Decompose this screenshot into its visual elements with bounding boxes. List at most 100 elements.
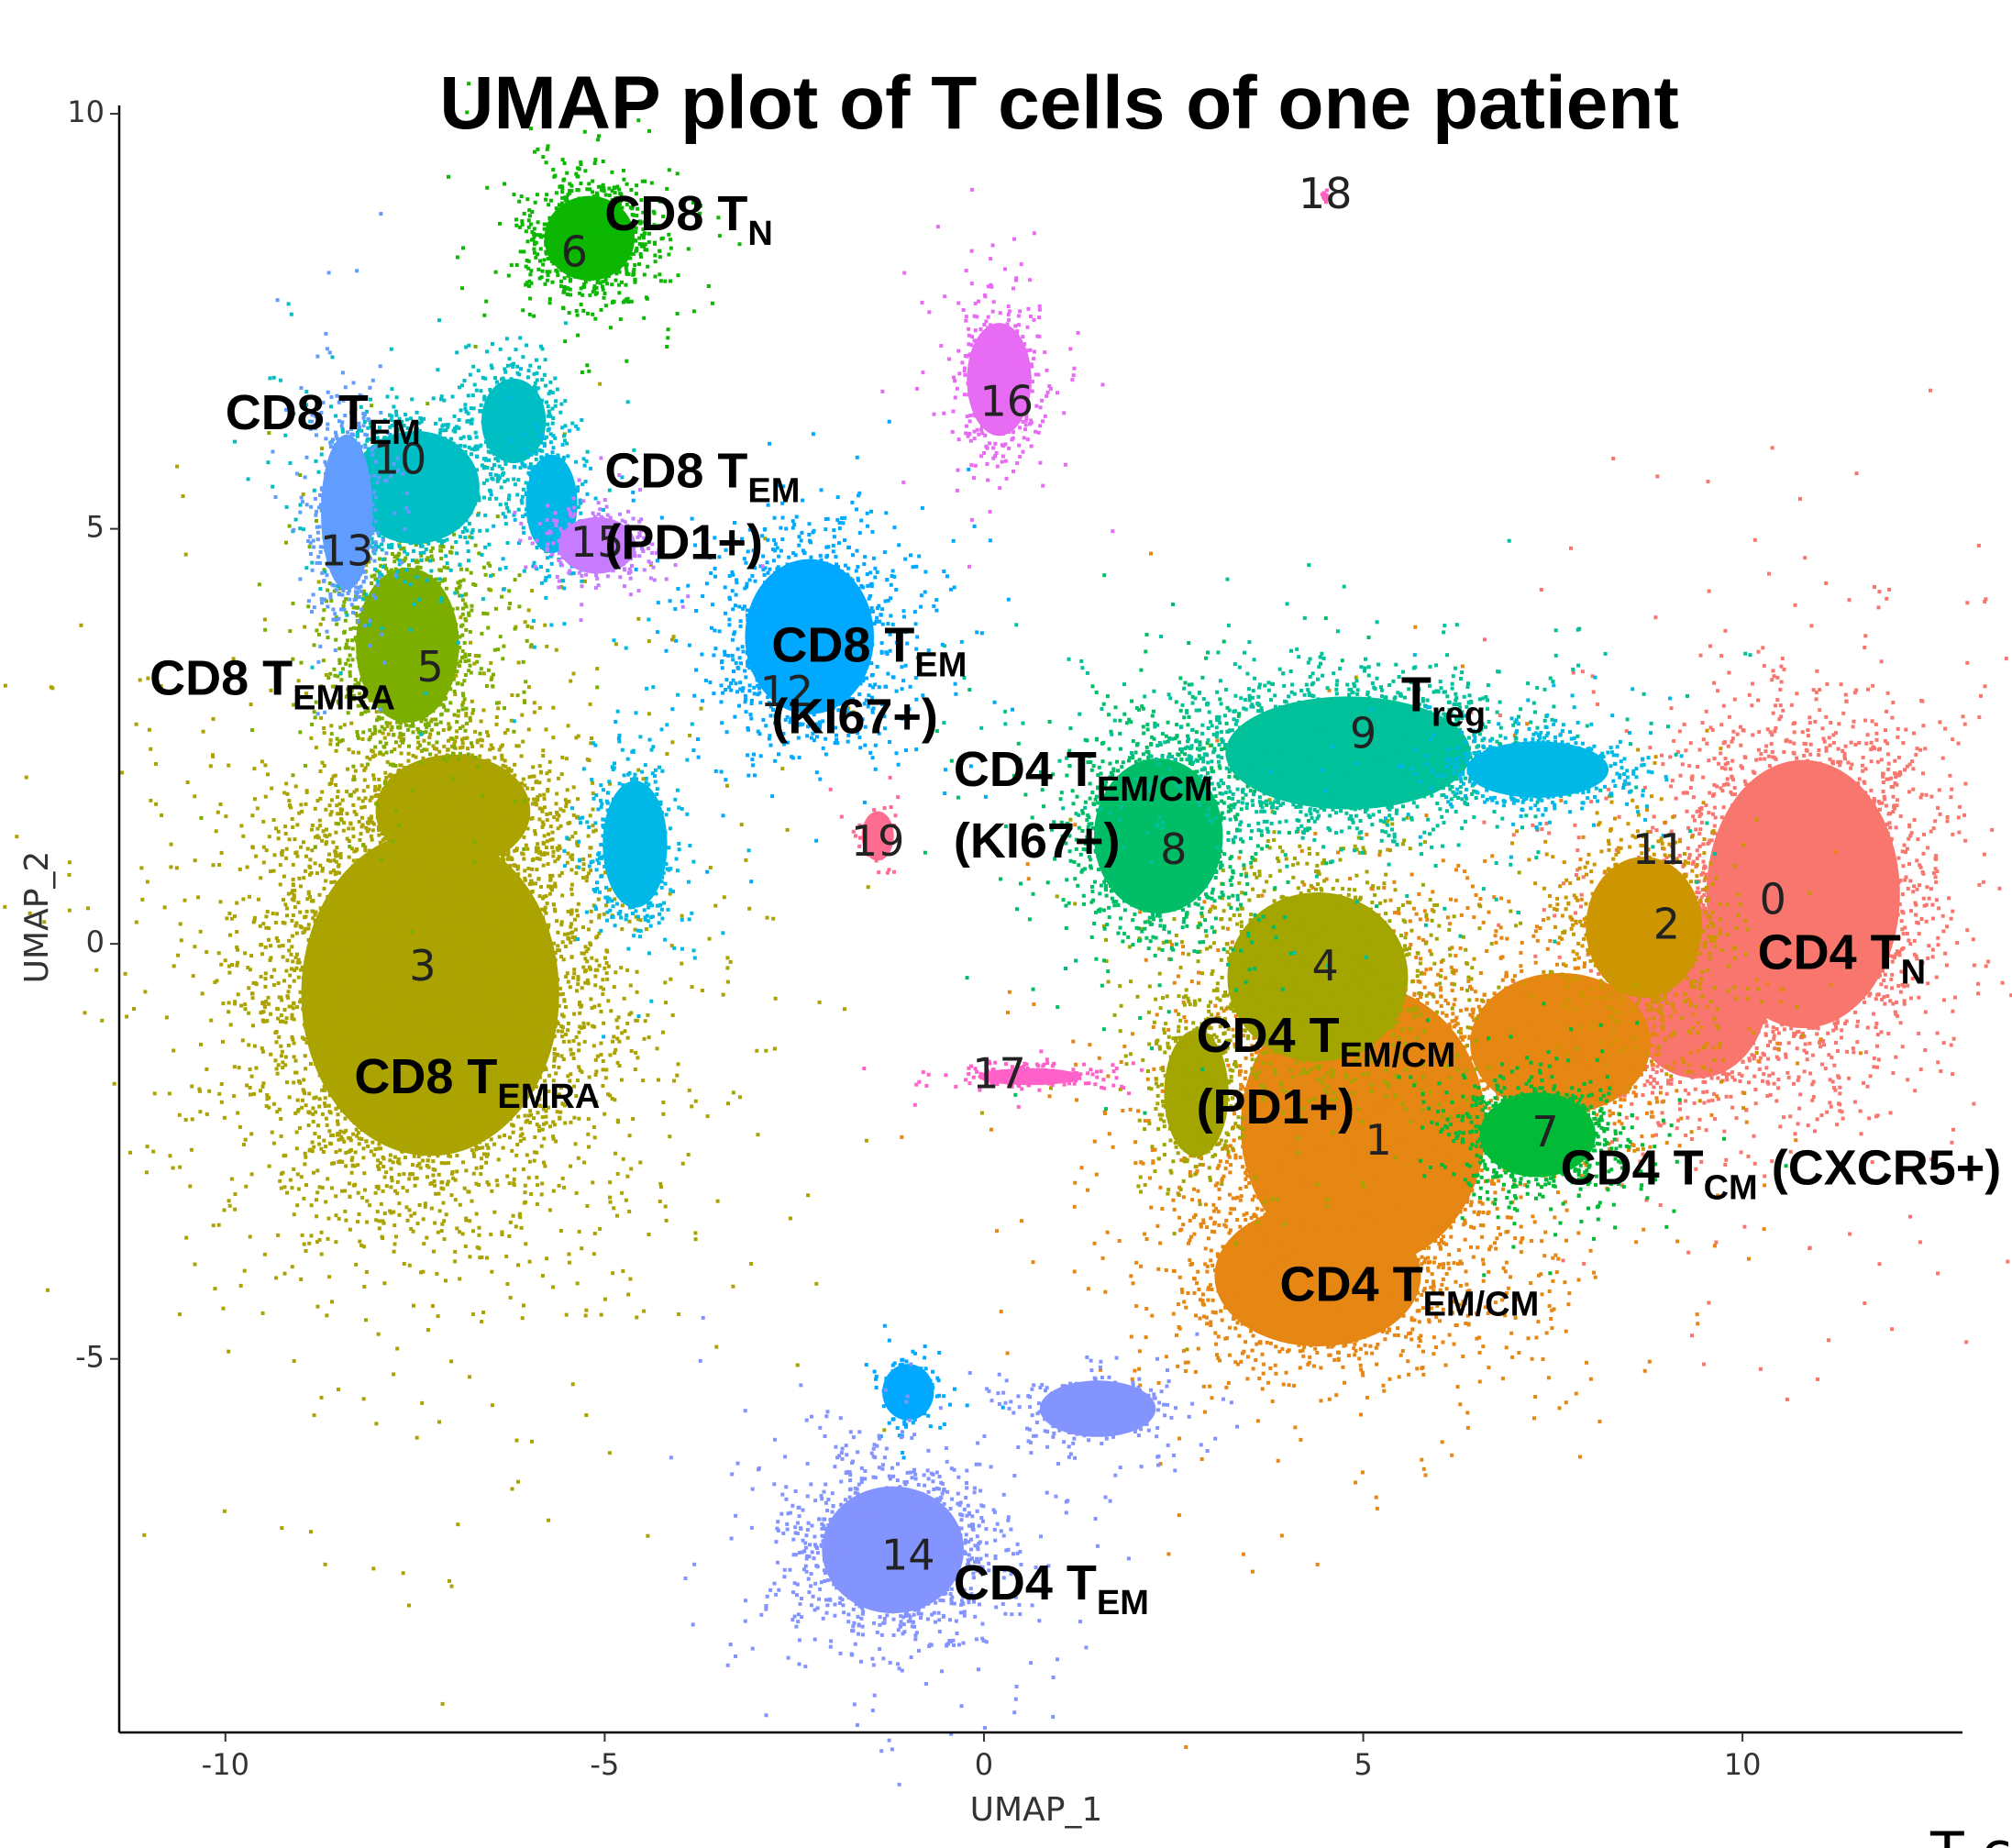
cluster-0-point	[1786, 903, 1791, 908]
cluster-0-point	[1825, 870, 1830, 875]
cluster-0-point	[1852, 1050, 1856, 1055]
cluster-1-point	[1325, 1188, 1330, 1192]
cluster-0-point	[1842, 801, 1847, 805]
cluster-0-point	[1836, 912, 1841, 916]
cluster-0-point	[1759, 856, 1763, 860]
cluster-0-point	[1816, 864, 1820, 868]
cluster-0-point	[1683, 1016, 1687, 1020]
cluster-0-point	[1739, 917, 1743, 922]
cluster-0-point	[1834, 833, 1839, 837]
cluster-0-point	[1531, 823, 1535, 827]
cluster-1-point	[1433, 1222, 1438, 1226]
cluster-0-point	[1690, 1044, 1695, 1048]
cluster-0-point	[1842, 752, 1847, 757]
cluster-0-point	[1800, 814, 1804, 819]
cluster-0-point	[1841, 748, 1845, 753]
cluster-1-point	[1128, 1107, 1133, 1112]
cluster-0-point	[1741, 848, 1745, 853]
cluster-0-point	[1934, 975, 1939, 979]
cluster-0-point	[1677, 1101, 1682, 1105]
cluster-0-point	[1719, 723, 1724, 727]
cluster-0-point	[1866, 924, 1871, 929]
cluster-0-point	[1658, 1203, 1663, 1207]
cluster-0-point	[1693, 818, 1697, 823]
cluster-0-point	[1874, 911, 1879, 915]
cluster-0-point	[1824, 912, 1828, 916]
cluster-0-point	[1807, 1245, 1812, 1250]
cluster-0-point	[1920, 699, 1925, 703]
cluster-1-point	[1155, 1013, 1159, 1017]
cluster-0-point	[1871, 952, 1875, 957]
cluster-0-point	[1820, 1007, 1825, 1012]
cluster-0-point	[1703, 951, 1708, 956]
cluster-1-point	[1324, 1175, 1329, 1179]
cluster-0-point	[1701, 903, 1706, 907]
cluster-0-point	[1916, 837, 1920, 842]
cluster-0-point	[1746, 945, 1751, 949]
cluster-0-point	[1716, 1076, 1720, 1080]
cluster-0-point	[1719, 751, 1723, 756]
cluster-0-point	[1868, 1074, 1873, 1079]
cluster-1-point	[1329, 1063, 1333, 1068]
cluster-0-point	[1782, 750, 1786, 754]
cluster-0-point	[1825, 1001, 1830, 1006]
cluster-1-point	[1400, 1168, 1404, 1173]
cluster-0-point	[1848, 968, 1852, 973]
cluster-0-point	[1804, 795, 1808, 800]
cluster-0-point	[1851, 1046, 1855, 1051]
cluster-0-point	[1819, 953, 1823, 957]
cluster-0-point	[1884, 902, 1888, 907]
cluster-1-point	[1244, 1185, 1248, 1189]
cluster-0-point	[1707, 1300, 1711, 1305]
cluster-1-point	[1149, 551, 1153, 556]
cluster-0-point	[1930, 947, 1935, 952]
cluster-0-point	[1604, 796, 1608, 801]
cluster-0-point	[1872, 812, 1876, 816]
cluster-0-point	[1768, 915, 1773, 920]
cluster-0-point	[1839, 955, 1843, 959]
cluster-0-point	[1702, 879, 1707, 883]
cluster-0-point	[1834, 969, 1839, 973]
cluster-0-point	[1741, 856, 1746, 860]
cluster-0-point	[1884, 938, 1888, 943]
cluster-0-point	[1786, 913, 1791, 918]
cluster-0-point	[1891, 794, 1896, 799]
cluster-1-point	[1520, 940, 1524, 945]
cluster-0-point	[1741, 728, 1746, 733]
cluster-0-point	[1854, 803, 1859, 808]
cluster-0-point	[1798, 873, 1803, 878]
cluster-0-point	[1625, 781, 1629, 786]
cluster-0-point	[1808, 880, 1813, 884]
cluster-0-point	[1750, 996, 1754, 1000]
cluster-0-point	[1760, 864, 1764, 869]
cluster-1-point	[1047, 1094, 1052, 1099]
cluster-0-point	[1831, 895, 1835, 900]
cluster-0-point	[1648, 1014, 1653, 1019]
cluster-0-point	[1699, 820, 1704, 824]
cluster-0-point	[1879, 879, 1884, 883]
cluster-0-point	[1713, 1117, 1718, 1122]
cluster-1-point	[1181, 951, 1185, 956]
cluster-0-point	[1833, 989, 1838, 993]
cluster-0-point	[1972, 963, 1976, 968]
cluster-0-point	[1830, 898, 1835, 902]
cluster-0-point	[1781, 939, 1785, 944]
cluster-0-point	[1840, 1110, 1844, 1114]
cluster-0-point	[1801, 928, 1806, 933]
cluster-0-point	[1875, 858, 1880, 862]
cluster-1-point	[1143, 1119, 1147, 1123]
cluster-0-point	[1833, 1156, 1838, 1161]
cluster-0-point	[1888, 909, 1893, 913]
cluster-0-point	[1917, 932, 1921, 936]
cluster-0-point	[1941, 1041, 1946, 1046]
cluster-0-point	[1853, 869, 1858, 874]
cluster-0-point	[1771, 669, 1775, 673]
cluster-0-point	[1715, 869, 1719, 872]
cluster-0-point	[1748, 891, 1752, 896]
cluster-0-point	[1873, 585, 1876, 589]
cluster-0-point	[1741, 1051, 1746, 1056]
cluster-0-point	[1540, 827, 1544, 832]
cluster-0-point	[1596, 702, 1599, 706]
cluster-0-point	[1780, 776, 1785, 780]
cluster-0-point	[1752, 821, 1757, 825]
